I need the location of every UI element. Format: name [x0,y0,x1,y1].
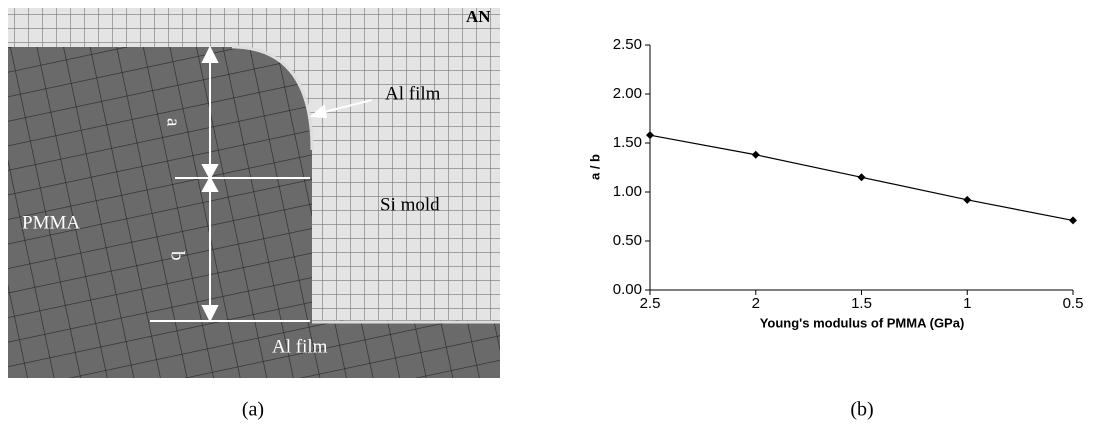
al-film-bottom-label: Al film [272,336,328,357]
data-marker [752,151,760,159]
figure: AN Al film Si mold PMMA a b Al film (a) … [0,0,1093,444]
y-tick-label: 1.00 [613,183,642,200]
al-film-label: Al film [385,83,441,104]
y-tick-label: 2.50 [613,36,642,53]
data-marker [858,173,866,181]
x-tick-label: 0.5 [1063,295,1084,312]
data-marker [1069,216,1077,224]
dimension-b: b [167,251,188,261]
y-tick-label: 0.00 [613,281,642,298]
page: {"panel_a": {"top_label": "AN", "label_a… [0,0,1093,444]
x-tick-label: 2 [752,295,760,312]
si-mold-label: Si mold [380,194,440,215]
caption-a: (a) [242,399,264,421]
mesh-image: AN Al film Si mold PMMA a b Al film [8,7,500,378]
y-tick-label: 1.50 [613,134,642,151]
x-axis-label: Young's modulus of PMMA (GPa) [760,315,965,330]
x-tick-label: 1 [963,295,971,312]
y-axis-label: a / b [587,154,602,180]
caption-b: (b) [850,399,873,421]
data-marker [963,196,971,204]
top-label: AN [466,7,491,26]
data-marker [646,131,654,139]
x-tick-label: 1.5 [851,295,872,312]
y-tick-label: 2.00 [613,85,642,102]
y-tick-label: 0.50 [613,232,642,249]
pmma-label: PMMA [22,212,80,233]
dimension-a: a [163,118,184,127]
x-tick-label: 2.5 [640,295,661,312]
